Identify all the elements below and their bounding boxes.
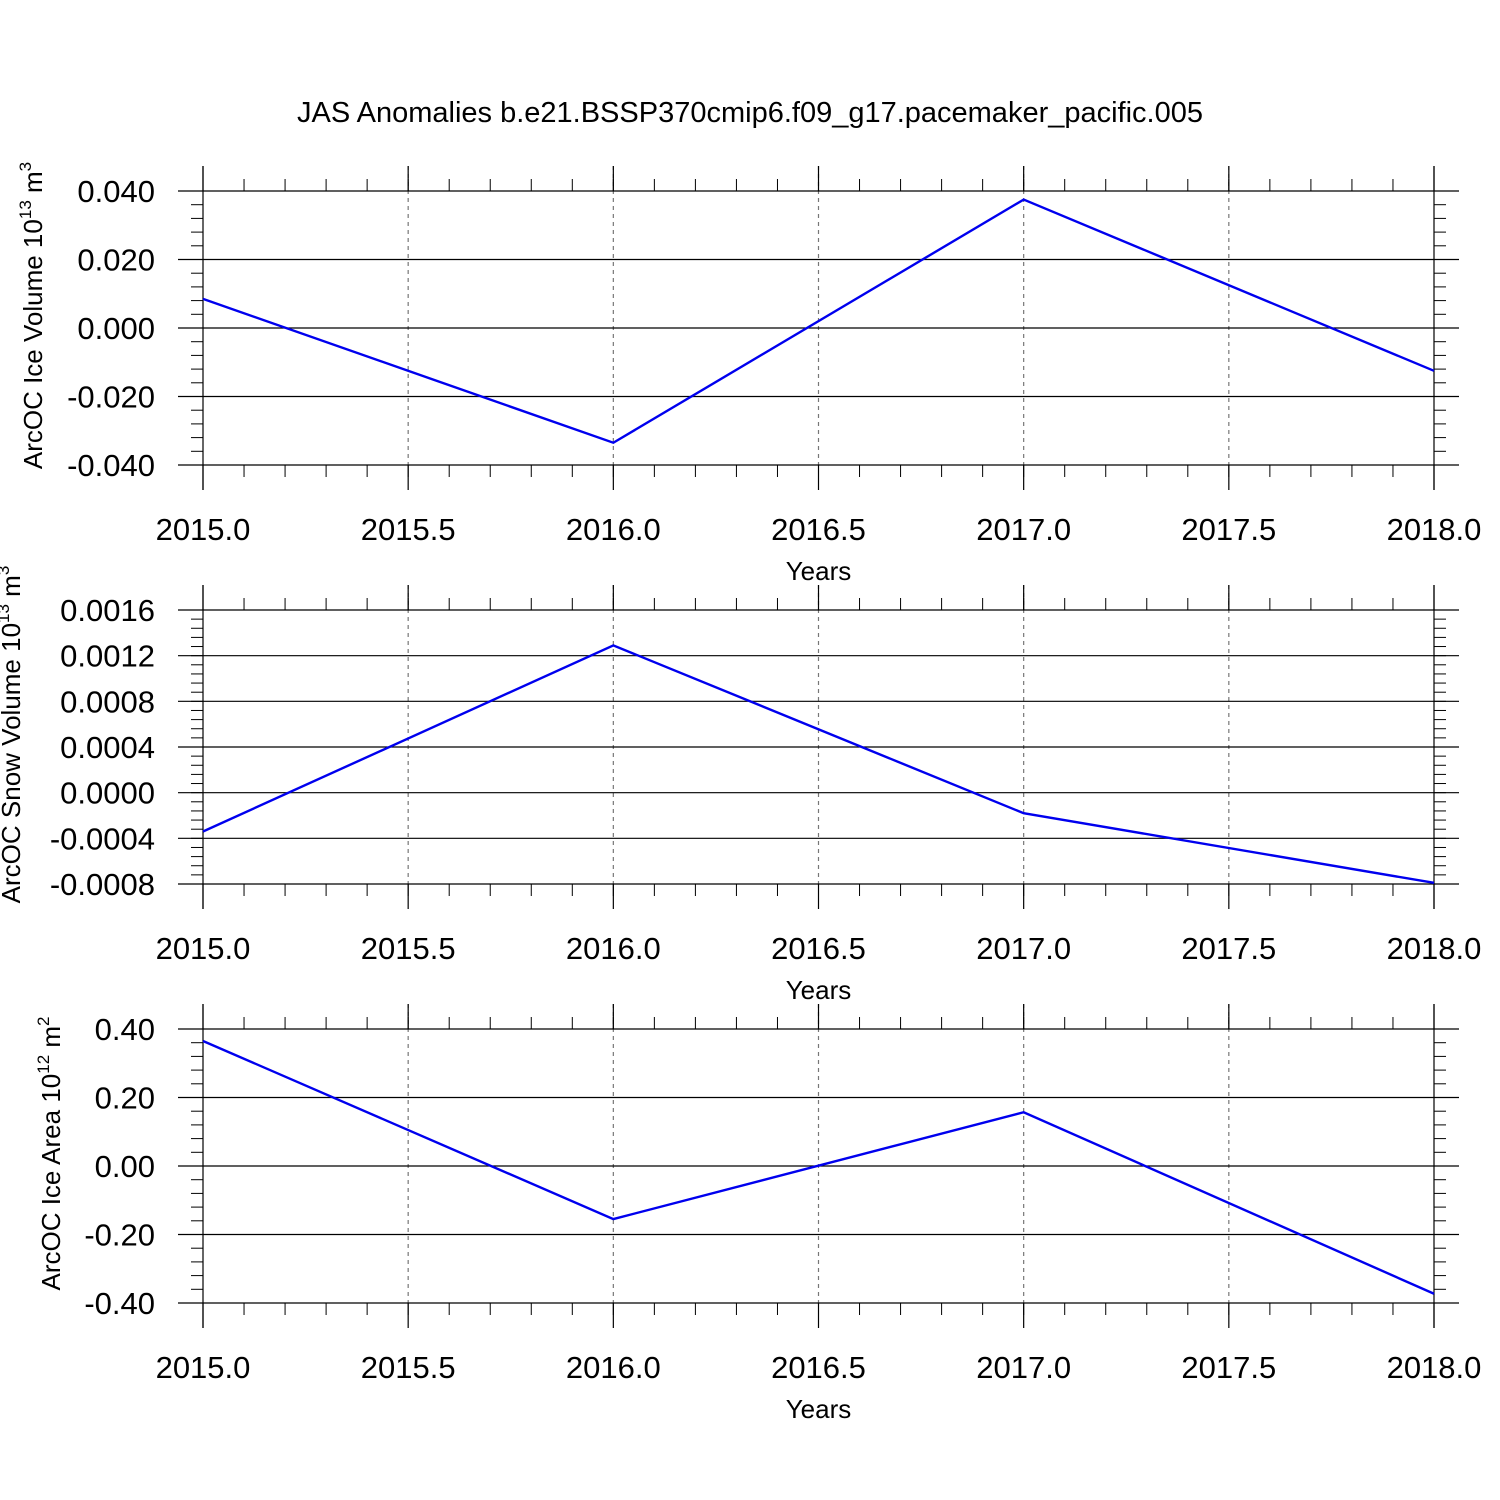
x-tick-label: 2015.0: [156, 1350, 251, 1385]
x-tick-label: 2016.0: [566, 512, 661, 547]
y-tick-label: -0.040: [67, 448, 155, 483]
x-axis-title: Years: [786, 1394, 852, 1424]
panel-2: -0.0008 -0.0004 0.0000 0.0004 0.0008 0.0012 0.…: [0, 566, 1481, 1005]
y-tick-label: -0.0004: [50, 821, 155, 856]
x-tick-label: 2016.5: [771, 512, 866, 547]
x-tick-label: 2018.0: [1387, 931, 1482, 966]
y-tick-label: -0.0008: [50, 867, 155, 902]
series-line: [202, 1039, 1435, 1295]
y-axis-title-exponent: 12: [34, 1055, 53, 1074]
y-tick-label: 0.40: [95, 1012, 155, 1047]
y-axis-title-main: ArcOC Snow Volume 10: [0, 623, 26, 903]
x-tick-label: 2017.5: [1181, 931, 1276, 966]
x-tick-label: 2018.0: [1387, 512, 1482, 547]
y-tick-label: -0.020: [67, 380, 155, 415]
x-tick-label: 2017.0: [976, 512, 1071, 547]
x-tick-label: 2015.5: [361, 512, 456, 547]
x-axis-title: Years: [786, 556, 852, 586]
y-axis-title-unit-exponent: 2: [34, 1016, 53, 1025]
y-axis-title: ArcOC Snow Volume 1013 m3: [0, 566, 26, 904]
y-axis-title: ArcOC Ice Area 1012 m2: [34, 1016, 66, 1290]
x-tick-label: 2016.0: [566, 931, 661, 966]
y-tick-label: 0.000: [77, 311, 155, 346]
chart-title: JAS Anomalies b.e21.BSSP370cmip6.f09_g17…: [296, 97, 1203, 129]
y-axis-title-unit-exponent: 3: [16, 162, 35, 171]
panel-1: -0.040 -0.020 0.000 0.020 0.040 2015.0 2015.5 2…: [16, 162, 1481, 586]
x-tick-label: 2017.5: [1181, 512, 1276, 547]
panel-3: -0.40 -0.20 0.00 0.20 0.40 2015.0 2015.5 2016.0…: [34, 1004, 1481, 1424]
y-tick-label: 0.0016: [60, 593, 155, 628]
series-line: [202, 198, 1435, 445]
x-axis-title: Years: [786, 975, 852, 1005]
y-tick-label: -0.20: [84, 1218, 155, 1253]
x-tick-label: 2016.5: [771, 1350, 866, 1385]
x-tick-label: 2015.0: [156, 512, 251, 547]
y-tick-label: 0.040: [77, 174, 155, 209]
y-axis-title-unit: m: [36, 1026, 66, 1055]
y-axis-title-unit: m: [18, 171, 48, 200]
x-tick-label: 2018.0: [1387, 1350, 1482, 1385]
x-tick-label: 2017.5: [1181, 1350, 1276, 1385]
y-axis-title: ArcOC Ice Volume 1013 m3: [16, 162, 48, 469]
y-axis-title-exponent: 13: [0, 604, 13, 623]
x-tick-label: 2015.0: [156, 931, 251, 966]
y-tick-label: 0.020: [77, 243, 155, 278]
y-axis-title-unit-exponent: 3: [0, 566, 13, 575]
y-tick-label: 0.00: [95, 1149, 155, 1184]
y-axis-title-exponent: 13: [16, 200, 35, 219]
y-axis-title-unit: m: [0, 575, 26, 604]
series-line: [202, 644, 1435, 885]
y-tick-label: 0.0008: [60, 684, 155, 719]
y-tick-label: -0.40: [84, 1286, 155, 1321]
x-tick-label: 2016.0: [566, 1350, 661, 1385]
x-tick-label: 2016.5: [771, 931, 866, 966]
x-tick-label: 2017.0: [976, 931, 1071, 966]
y-tick-label: 0.0000: [60, 776, 155, 811]
x-tick-label: 2015.5: [361, 931, 456, 966]
x-tick-label: 2017.0: [976, 1350, 1071, 1385]
y-tick-label: 0.0004: [60, 730, 155, 765]
y-axis-title-main: ArcOC Ice Area 10: [36, 1074, 66, 1291]
y-tick-label: 0.0012: [60, 639, 155, 674]
x-tick-label: 2015.5: [361, 1350, 456, 1385]
y-axis-title-main: ArcOC Ice Volume 10: [18, 219, 48, 469]
y-tick-label: 0.20: [95, 1081, 155, 1116]
